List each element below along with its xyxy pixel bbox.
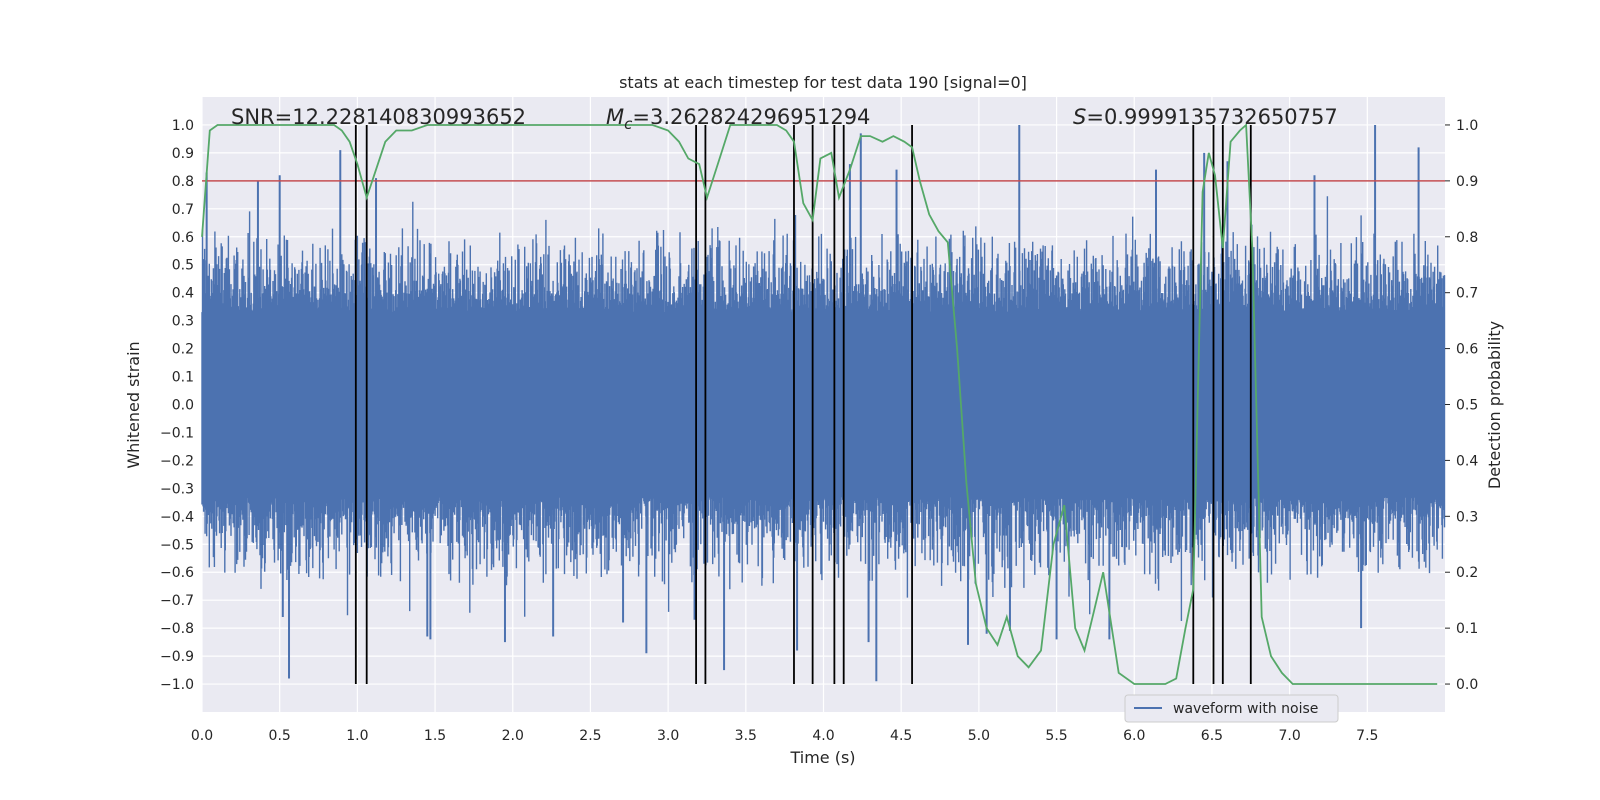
y-left-tick-label: −0.6 [160, 565, 194, 581]
y-right-tick-label: 0.9 [1456, 174, 1478, 190]
x-tick-label: 6.0 [1123, 728, 1145, 744]
chirp-mass-symbol: M [606, 105, 624, 129]
legend: waveform with noise [1124, 694, 1339, 723]
x-tick-label: 2.0 [502, 728, 524, 744]
y-left-tick-label: −0.2 [160, 453, 194, 469]
spin-symbol: S [1073, 105, 1086, 129]
legend-box [1124, 694, 1339, 723]
x-tick-label: 5.5 [1045, 728, 1067, 744]
y-axis-left-label: Whitened strain [124, 341, 143, 468]
y-right-tick-label: 0.2 [1456, 565, 1478, 581]
x-tick-label: 5.0 [968, 728, 990, 744]
chirp-mass-subscript: c [624, 115, 633, 133]
x-tick-label: 1.0 [346, 728, 368, 744]
y-left-tick-label: 0.0 [172, 398, 194, 414]
x-tick-label: 4.5 [890, 728, 912, 744]
x-tick-label: 0.5 [269, 728, 291, 744]
y-right-tick-label: 0.4 [1456, 453, 1478, 469]
y-left-tick-label: 0.9 [172, 146, 194, 162]
spin-annotation: S=0.9999135732650757 [1073, 105, 1338, 129]
x-tick-label: 0.0 [191, 728, 213, 744]
y-right-tick-label: 0.6 [1456, 342, 1478, 358]
y-left-tick-label: −0.9 [160, 649, 194, 665]
waveform-series [201, 124, 1446, 682]
y-right-tick-label: 0.0 [1456, 677, 1478, 693]
y-left-tick-label: 1.0 [172, 118, 194, 134]
y-left-tick-label: −0.1 [160, 425, 194, 441]
legend-label: waveform with noise [1173, 701, 1318, 717]
chirp-mass-annotation: Mc=3.262824296951294 [606, 105, 870, 133]
y-left-tick-label: 0.1 [172, 370, 194, 386]
y-left-tick-label: −0.3 [160, 481, 194, 497]
chirp-mass-value: =3.262824296951294 [632, 105, 870, 129]
x-tick-label: 7.0 [1278, 728, 1300, 744]
x-axis-label: Time (s) [789, 748, 855, 767]
y-right-tick-label: 0.8 [1456, 230, 1478, 246]
probability-line [201, 123, 1438, 685]
y-axis-right-label: Detection probability [1485, 321, 1504, 489]
y-left-tick-label: 0.4 [172, 286, 194, 302]
y-left-tick-label: 0.6 [172, 230, 194, 246]
y-left-tick-labels: 1.0 0.9 0.8 0.7 0.6 0.5 0.4 0.3 0.2 0.1 0.0 −0.1 −0.… [160, 118, 194, 693]
chart-title: stats at each timestep for test data 190… [619, 73, 1027, 92]
x-tick-labels: 0.0 0.5 1.0 1.5 2.0 2.5 3.0 3.5 4.0 4.5 5.0 5.5 6.0 6… [191, 728, 1379, 744]
x-tick-label: 3.0 [657, 728, 679, 744]
x-tick-label: 7.5 [1356, 728, 1378, 744]
y-left-tick-label: −0.8 [160, 621, 194, 637]
waveform-core-band [202, 312, 1445, 497]
y-left-tick-label: −0.5 [160, 537, 194, 553]
y-left-tick-label: −0.4 [160, 509, 194, 525]
detection-markers [354, 124, 1252, 685]
x-tick-label: 6.5 [1201, 728, 1223, 744]
y-right-tick-label: 0.1 [1456, 621, 1478, 637]
y-right-tick-label: 0.5 [1456, 398, 1478, 414]
x-tick-label: 1.5 [424, 728, 446, 744]
y-left-tick-label: −0.7 [160, 593, 194, 609]
y-right-tick-label: 0.3 [1456, 509, 1478, 525]
y-left-tick-label: 0.2 [172, 342, 194, 358]
y-left-tick-label: 0.7 [172, 202, 194, 218]
y-left-tick-label: −1.0 [160, 677, 194, 693]
x-tick-label: 3.5 [735, 728, 757, 744]
snr-annotation: SNR=12.228140830993652 [231, 105, 526, 129]
y-right-tick-label: 0.7 [1456, 286, 1478, 302]
y-right-tick-labels: 1.0 0.9 0.8 0.7 0.6 0.5 0.4 0.3 0.2 0.1 0.0 [1445, 118, 1478, 693]
spin-value: =0.9999135732650757 [1086, 105, 1337, 129]
x-tick-label: 2.5 [579, 728, 601, 744]
y-left-tick-label: 0.8 [172, 174, 194, 190]
x-tick-label: 4.0 [812, 728, 834, 744]
y-left-tick-label: 0.3 [172, 314, 194, 330]
y-right-tick-label: 1.0 [1456, 118, 1478, 134]
y-left-tick-label: 0.5 [172, 258, 194, 274]
